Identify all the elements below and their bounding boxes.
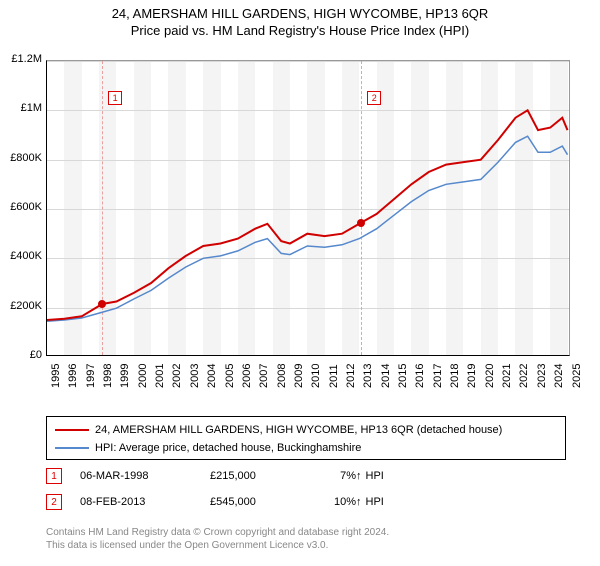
x-tick-label: 2011 [328,364,340,388]
x-tick-label: 2020 [484,364,496,388]
event-row: 2 08-FEB-2013 £545,000 10% ↑ HPI [46,494,566,510]
event-pct: 10% [320,496,356,508]
sale-dot [357,219,365,227]
x-tick-label: 2018 [449,364,461,388]
arrow-up-icon: ↑ [356,470,362,482]
x-tick-label: 2003 [189,364,201,388]
series-property [47,110,568,320]
x-tick-label: 2023 [536,364,548,388]
chart-lines [47,61,570,356]
x-tick-label: 2005 [224,364,236,388]
caption: Contains HM Land Registry data © Crown c… [46,526,566,552]
legend-item: HPI: Average price, detached house, Buck… [55,439,557,457]
x-tick-label: 2004 [206,364,218,388]
chart-container: 12 £0 £200K £400K £600K £800K £1M £1.2M 1995 19… [0,50,600,400]
y-tick-label: £1M [2,102,42,114]
series-hpi [47,136,568,321]
x-tick-label: 2025 [571,364,583,388]
event-price: £545,000 [210,496,320,508]
legend-item: 24, AMERSHAM HILL GARDENS, HIGH WYCOMBE,… [55,421,557,439]
legend-label: 24, AMERSHAM HILL GARDENS, HIGH WYCOMBE,… [95,424,502,436]
x-tick-label: 2008 [276,364,288,388]
title-line-2: Price paid vs. HM Land Registry's House … [0,23,600,38]
legend-label: HPI: Average price, detached house, Buck… [95,442,361,454]
x-tick-label: 2001 [154,364,166,388]
x-tick-label: 1995 [50,364,62,388]
event-row: 1 06-MAR-1998 £215,000 7% ↑ HPI [46,468,566,484]
legend: 24, AMERSHAM HILL GARDENS, HIGH WYCOMBE,… [46,416,566,460]
x-tick-label: 2006 [241,364,253,388]
x-tick-label: 2015 [397,364,409,388]
x-tick-label: 2022 [518,364,530,388]
event-suffix: HPI [366,496,384,508]
x-tick-label: 2014 [380,364,392,388]
sale-dot [98,300,106,308]
x-tick-label: 2019 [466,364,478,388]
x-tick-label: 2010 [310,364,322,388]
title-line-1: 24, AMERSHAM HILL GARDENS, HIGH WYCOMBE,… [0,6,600,21]
event-pct: 7% [320,470,356,482]
y-tick-label: £0 [2,349,42,361]
x-tick-label: 1998 [102,364,114,388]
y-tick-label: £1.2M [2,53,42,65]
x-tick-label: 2024 [553,364,565,388]
caption-line: This data is licensed under the Open Gov… [46,539,566,552]
legend-swatch [55,429,89,431]
x-tick-label: 2017 [432,364,444,388]
y-tick-label: £400K [2,250,42,262]
event-price: £215,000 [210,470,320,482]
x-tick-label: 2016 [414,364,426,388]
event-date: 08-FEB-2013 [80,496,210,508]
x-tick-label: 2013 [362,364,374,388]
x-tick-label: 2002 [171,364,183,388]
event-date: 06-MAR-1998 [80,470,210,482]
arrow-up-icon: ↑ [356,496,362,508]
x-tick-label: 2009 [293,364,305,388]
y-tick-label: £600K [2,201,42,213]
y-tick-label: £200K [2,300,42,312]
x-tick-label: 2012 [345,364,357,388]
event-marker-icon: 1 [46,468,62,484]
event-suffix: HPI [366,470,384,482]
y-tick-label: £800K [2,152,42,164]
legend-swatch [55,447,89,449]
x-tick-label: 1997 [85,364,97,388]
caption-line: Contains HM Land Registry data © Crown c… [46,526,566,539]
x-tick-label: 1996 [67,364,79,388]
x-tick-label: 2021 [501,364,513,388]
plot-area: 12 [46,60,570,356]
x-tick-label: 1999 [119,364,131,388]
event-marker-icon: 2 [46,494,62,510]
x-tick-label: 2007 [258,364,270,388]
x-tick-label: 2000 [137,364,149,388]
